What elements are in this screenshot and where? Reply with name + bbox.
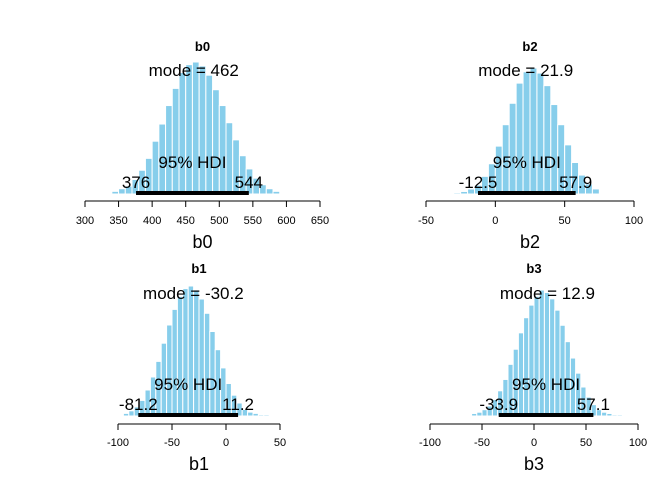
x-axis-label: b2 — [520, 232, 540, 252]
x-tick-label: 0 — [223, 437, 229, 449]
panel-b0: b0 mode = 462 95% HDI 376 544 300 350 400 450 500… — [76, 39, 329, 252]
hist-bar — [559, 324, 566, 417]
hist-bar — [165, 105, 173, 195]
hist-bar — [272, 190, 281, 195]
hist-bar — [528, 304, 535, 417]
hist-bar — [193, 289, 200, 417]
x-tick-label: 400 — [143, 215, 161, 227]
x-tick-label: 0 — [492, 215, 498, 227]
x-tick-label: -50 — [164, 437, 180, 449]
hist-bar — [523, 317, 530, 417]
x-tick-label: -100 — [107, 437, 129, 449]
x-tick-label: 450 — [177, 215, 195, 227]
hist-bar — [554, 309, 561, 417]
hist-bar — [471, 412, 478, 417]
panel-b3: b3 mode = 12.9 95% HDI-33.9 57.1 -100 -50 0 50 1… — [419, 261, 647, 474]
panel-b1: b1 mode = -30.2 95% HDI-81.2 11.2 -100 -50 0 50… — [107, 261, 286, 474]
x-axis-label: b0 — [192, 232, 212, 252]
hist-bar — [176, 295, 184, 417]
x-tick-label: 100 — [625, 215, 643, 227]
x-tick-label: 650 — [311, 215, 329, 227]
hist-bar — [508, 102, 517, 195]
mode-label: mode = 462 — [149, 61, 239, 80]
hist-bar — [550, 104, 559, 195]
mode-label: mode = 21.9 — [478, 61, 573, 80]
x-tick-label: -50 — [474, 437, 490, 449]
hist-bar — [198, 298, 205, 417]
hist-bar — [185, 64, 193, 195]
x-tick-label: 600 — [277, 215, 295, 227]
hist-bar — [549, 298, 556, 417]
panel-title: b0 — [195, 39, 210, 54]
hist-bar — [191, 61, 200, 195]
hdi-high-label: 57.1 — [577, 395, 610, 414]
panel-title: b1 — [191, 261, 206, 276]
hist-bar — [536, 72, 545, 195]
x-tick-label: -50 — [418, 215, 434, 227]
hist-bar — [171, 308, 178, 417]
hist-bar — [171, 87, 180, 195]
hist-bar — [111, 190, 120, 195]
hdi-label: 95% HDI — [154, 375, 222, 394]
hist-bar — [203, 312, 211, 417]
hist-bar — [538, 289, 545, 417]
hist-bar — [529, 67, 538, 195]
x-tick-label: 0 — [531, 437, 537, 449]
x-tick-label: 50 — [274, 437, 286, 449]
hist-bar — [543, 292, 551, 417]
hist-bar — [182, 288, 189, 417]
panel-title: b3 — [526, 261, 541, 276]
hist-bar — [166, 324, 173, 417]
hdi-low-label: -33.9 — [479, 395, 518, 414]
hdi-low-label: -12.5 — [459, 173, 498, 192]
hdi-high-label: 11.2 — [222, 395, 254, 414]
x-tick-label: 350 — [109, 215, 127, 227]
hdi-high-label: 57.9 — [559, 173, 592, 192]
hist-bar — [218, 105, 227, 195]
hdi-low-label: -81.2 — [119, 395, 158, 414]
hist-bar — [522, 71, 531, 195]
hist-bar — [616, 414, 623, 417]
hist-bar — [225, 122, 234, 195]
x-tick-label: -100 — [419, 437, 441, 449]
x-tick-label: 300 — [76, 215, 94, 227]
panel-title: b2 — [522, 39, 537, 54]
hist-bar — [533, 295, 540, 417]
hist-bar — [178, 72, 187, 195]
hdi-label: 95% HDI — [512, 375, 580, 394]
hist-bar — [543, 85, 552, 195]
panel-b2: b2 mode = 21.9 95% HDI-12.5 57.9 -50 0 50 100 b2 — [418, 39, 643, 252]
hdi-low-label: 376 — [122, 173, 150, 192]
hist-bar — [257, 414, 265, 417]
hist-bar — [453, 192, 462, 195]
x-axis-label: b3 — [524, 454, 544, 474]
hist-bar — [187, 285, 195, 417]
hist-bar — [198, 65, 207, 195]
x-tick-label: 550 — [244, 215, 262, 227]
x-tick-label: 50 — [559, 215, 571, 227]
mode-label: mode = 12.9 — [500, 284, 595, 303]
mode-label: mode = -30.2 — [143, 284, 244, 303]
x-tick-label: 100 — [629, 437, 647, 449]
hist-bar — [591, 188, 600, 195]
hist-bar — [611, 414, 618, 417]
hist-bar — [209, 331, 216, 417]
hdi-label: 95% HDI — [493, 153, 561, 172]
x-tick-label: 500 — [210, 215, 228, 227]
x-tick-label: 50 — [580, 437, 592, 449]
hist-bar — [205, 74, 214, 195]
hist-bar — [263, 414, 270, 417]
hist-bar — [212, 89, 220, 195]
hdi-high-label: 544 — [235, 173, 263, 192]
hist-bar — [515, 82, 524, 195]
x-axis-label: b1 — [189, 454, 209, 474]
hdi-label: 95% HDI — [158, 153, 226, 172]
hist-bar — [265, 188, 274, 195]
